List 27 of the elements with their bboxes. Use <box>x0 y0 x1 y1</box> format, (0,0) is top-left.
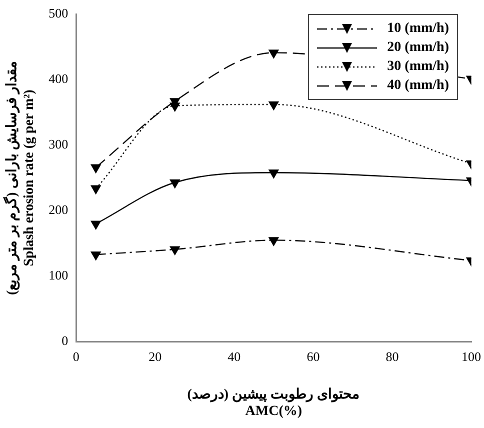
point <box>268 50 279 58</box>
point <box>90 220 101 230</box>
legend-label: 10 (mm/h) <box>387 20 449 36</box>
point <box>90 252 101 260</box>
y-tick-label: 100 <box>48 268 68 283</box>
x-tick-label: 0 <box>72 349 80 364</box>
point <box>268 101 279 110</box>
x-tick-label: 60 <box>306 349 320 364</box>
point <box>170 246 180 255</box>
y-tick-label: 500 <box>48 5 68 20</box>
point <box>268 237 279 246</box>
x-tick-label: 100 <box>462 349 481 364</box>
legend-label: 40 (mm/h) <box>387 78 449 94</box>
y-tick-label: 0 <box>62 333 68 348</box>
x-tick-label: 20 <box>148 349 162 364</box>
y-tick-label: 400 <box>48 70 68 86</box>
point <box>90 185 101 194</box>
point <box>170 102 180 112</box>
x-tick-label: 80 <box>386 349 399 364</box>
legend-label: 30 (mm/h) <box>387 58 449 74</box>
point <box>90 164 101 174</box>
point <box>268 170 279 178</box>
point <box>170 179 180 188</box>
y-tick-label: 200 <box>48 202 68 218</box>
y-tick-label: 300 <box>48 136 68 152</box>
x-tick-label: 40 <box>228 349 241 364</box>
legend-label: 20 (mm/h) <box>387 40 449 56</box>
